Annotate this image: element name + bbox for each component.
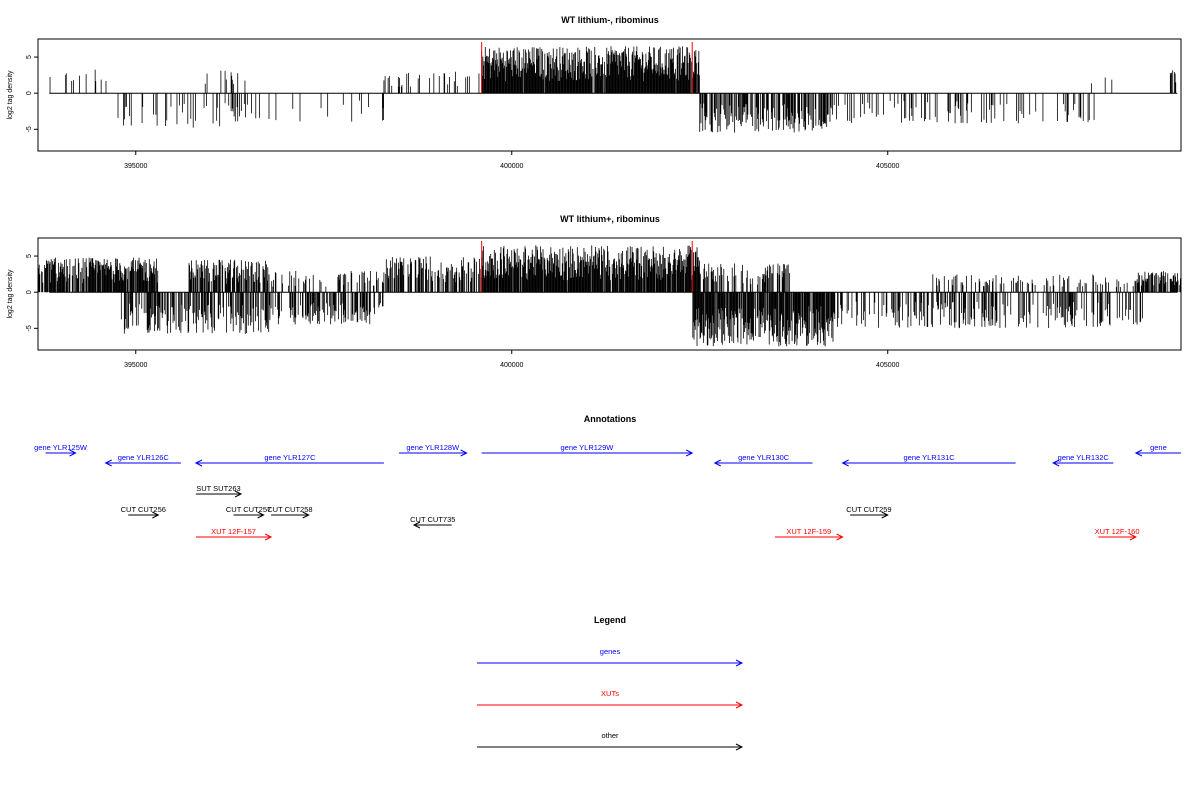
x-tick-label: 405000: [876, 362, 899, 369]
feature-label: gene YLR127C: [264, 453, 316, 462]
feature-genes: gene YLR126C: [104, 453, 181, 467]
density-bars: [49, 42, 1178, 133]
strand-arrowhead: [412, 521, 421, 529]
strand-arrowhead: [881, 511, 889, 519]
strand-arrowhead: [460, 449, 468, 457]
legend-label: genes: [600, 647, 621, 656]
feature-label: CUT CUT735: [410, 515, 455, 524]
feature-label: gene: [1150, 443, 1167, 452]
y-axis-label: log2 tag density: [7, 269, 14, 319]
legend-title: Legend: [594, 615, 626, 625]
strand-arrowhead: [685, 449, 694, 457]
strand-arrowhead: [194, 459, 203, 467]
strand-arrowhead: [152, 511, 160, 519]
feature-other: CUT CUT256: [121, 505, 166, 519]
feature-label: gene YLR125W: [34, 443, 88, 452]
feature-label: gene YLR126C: [118, 453, 170, 462]
y-tick-label: 0: [26, 290, 33, 294]
strand-arrowhead: [841, 459, 849, 467]
feature-label: CUT CUT257: [226, 505, 271, 514]
feature-xuts: XUT 12F-159: [774, 527, 844, 541]
strand-arrowhead: [1134, 449, 1143, 457]
feature-xuts: XUT 12F-160: [1095, 527, 1140, 541]
feature-genes: gene YLR130C: [713, 453, 813, 467]
legend-arrowhead: [735, 701, 744, 709]
feature-label: gene YLR131C: [904, 453, 956, 462]
feature-label: XUT 12F-160: [1095, 527, 1140, 536]
feature-genes: gene YLR128W: [398, 443, 468, 457]
x-tick-labels: 395000 400000 405000: [124, 163, 899, 170]
strand-arrowhead: [836, 533, 844, 541]
feature-xuts: XUT 12F-157: [195, 527, 273, 541]
feature-genes: gene YLR131C: [841, 453, 1016, 467]
legend-entries: genes XUTs other: [477, 647, 744, 751]
feature-other: CUT CUT257: [226, 505, 271, 519]
feature-label: SUT SUT263: [196, 484, 240, 493]
legend: Legend genes XUTs other: [477, 615, 744, 751]
x-tick-label: 400000: [500, 362, 523, 369]
density-bars: [37, 241, 1181, 347]
legend-label: XUTs: [601, 689, 619, 698]
legend-label: other: [601, 731, 619, 740]
y-tick-label: 5: [26, 55, 33, 59]
feature-label: XUT 12F-157: [211, 527, 256, 536]
y-tick-label: 5: [26, 254, 33, 258]
legend-arrowhead: [735, 659, 744, 667]
legend-arrowhead: [735, 743, 744, 751]
strand-arrowhead: [302, 511, 310, 519]
strand-arrowhead: [1129, 533, 1137, 541]
feature-label: gene YLR128W: [406, 443, 460, 452]
feature-label: CUT CUT258: [267, 505, 312, 514]
strand-arrowhead: [1052, 459, 1060, 467]
x-tick-label: 405000: [876, 163, 899, 170]
legend-entry-xuts: XUTs: [477, 689, 744, 709]
x-tick-label: 395000: [124, 163, 147, 170]
strand-arrowhead: [257, 511, 265, 519]
y-tick-labels: 5 0 -5: [26, 254, 33, 331]
plot-frame: [37, 38, 1182, 152]
feature-label: gene YLR130C: [738, 453, 790, 462]
y-axis-label: log2 tag density: [7, 70, 14, 120]
panel-title: WT lithium+, ribominus: [560, 214, 660, 224]
x-tick-label: 395000: [124, 362, 147, 369]
feature-other: CUT CUT259: [846, 505, 892, 519]
strand-arrowhead: [264, 533, 273, 541]
feature-genes: gene YLR127C: [194, 453, 384, 467]
strand-arrowhead: [69, 449, 77, 457]
feature-genes: gene YLR132C: [1052, 453, 1114, 467]
feature-label: XUT 12F-159: [786, 527, 831, 536]
x-tick-labels: 395000 400000 405000: [124, 362, 899, 369]
feature-genes: gene: [1134, 443, 1181, 457]
annotations-title: Annotations: [584, 414, 637, 424]
strand-arrowhead: [104, 459, 112, 467]
panel-title: WT lithium-, ribominus: [561, 15, 659, 25]
feature-other: CUT CUT735: [410, 515, 455, 529]
y-tick-label: -5: [26, 325, 33, 331]
x-tick-label: 400000: [500, 163, 523, 170]
y-tick-label: 0: [26, 91, 33, 95]
feature-other: CUT CUT258: [267, 505, 313, 519]
feature-label: gene YLR129W: [561, 443, 615, 452]
feature-label: CUT CUT256: [121, 505, 166, 514]
feature-label: gene YLR132C: [1058, 453, 1110, 462]
y-tick-labels: 5 0 -5: [26, 55, 33, 132]
feature-other: SUT SUT263: [195, 484, 243, 498]
density-panel-lithium-minus: WT lithium-, ribominus 5 0 -5 395000 400…: [7, 15, 1182, 170]
density-panel-lithium-plus: WT lithium+, ribominus 5 0 -5 395000 400…: [7, 214, 1182, 369]
feature-genes: gene YLR129W: [481, 443, 694, 457]
legend-entry-other: other: [477, 731, 744, 751]
feature-genes: gene YLR125W: [34, 443, 88, 457]
strand-arrowhead: [234, 490, 243, 498]
y-tick-label: -5: [26, 126, 33, 132]
feature-label: CUT CUT259: [846, 505, 891, 514]
plot-frame: [37, 237, 1182, 351]
strand-arrowhead: [713, 459, 721, 467]
legend-entry-genes: genes: [477, 647, 744, 667]
annotation-features: gene YLR125W gene YLR126C gene YLR127C gene…: [34, 443, 1181, 541]
